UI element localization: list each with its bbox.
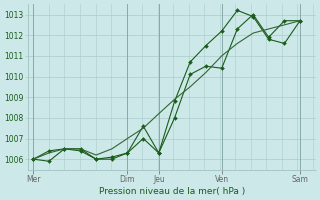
X-axis label: Pression niveau de la mer( hPa ): Pression niveau de la mer( hPa ) [99, 187, 245, 196]
